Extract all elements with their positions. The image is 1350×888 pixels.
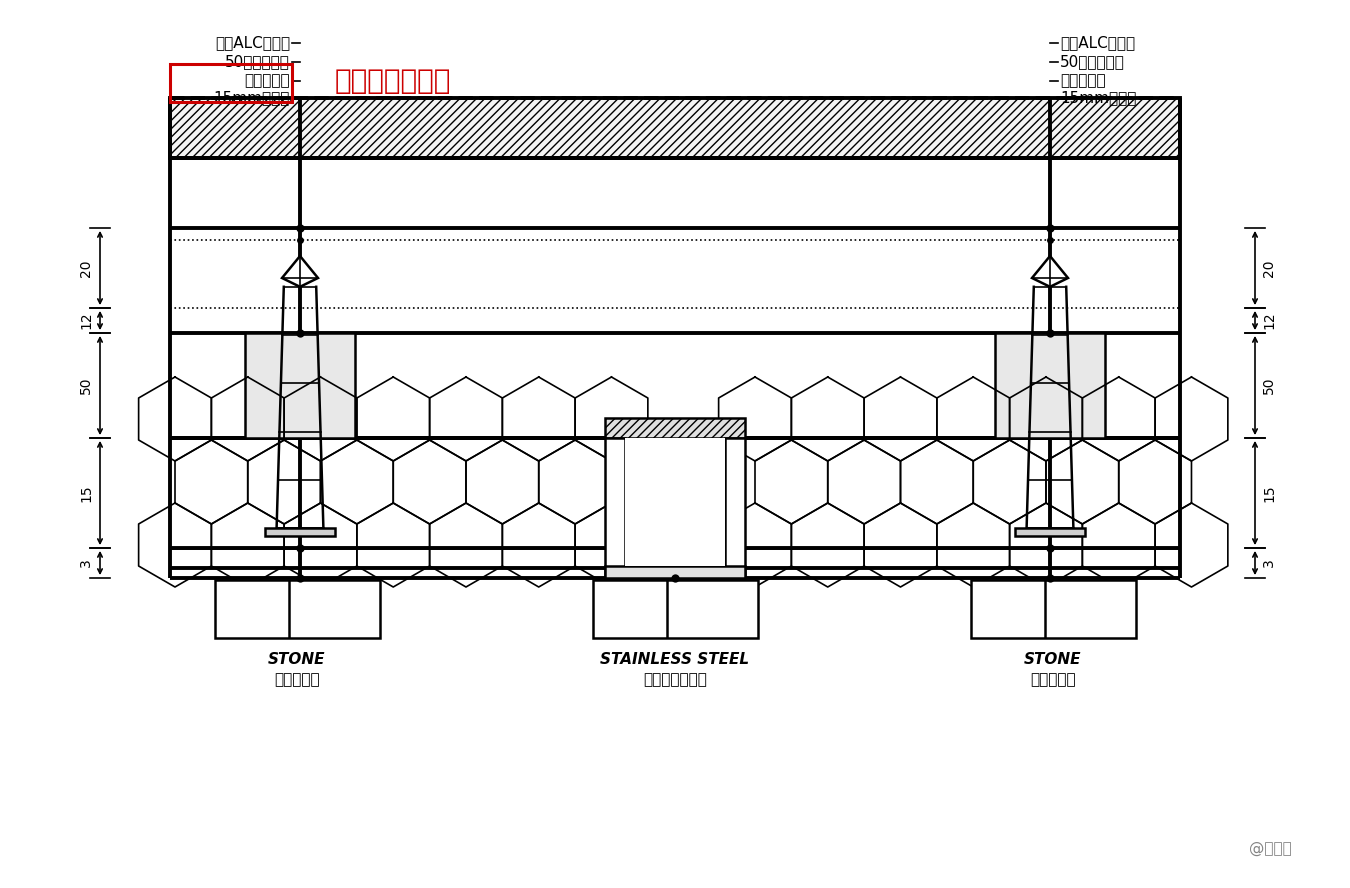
Bar bbox=[971, 580, 1135, 638]
Text: Ø7: Ø7 bbox=[1076, 599, 1106, 619]
Bar bbox=[725, 438, 745, 578]
Text: 50系列剪龙骨: 50系列剪龙骨 bbox=[1060, 54, 1125, 69]
Text: 50: 50 bbox=[80, 377, 93, 394]
Text: 雪花白岐板: 雪花白岐板 bbox=[274, 672, 320, 687]
Text: 15: 15 bbox=[1262, 484, 1276, 502]
Text: 15mm蜂窝板: 15mm蜂窝板 bbox=[213, 91, 290, 106]
Text: 12: 12 bbox=[1262, 312, 1276, 329]
Text: 金属干挂件: 金属干挂件 bbox=[1060, 74, 1106, 89]
Text: SS: SS bbox=[617, 599, 644, 619]
Text: ST: ST bbox=[239, 599, 266, 619]
Text: 铝蜂窝复合岐板: 铝蜂窝复合岐板 bbox=[335, 67, 451, 95]
Text: 15: 15 bbox=[80, 484, 93, 502]
Text: STONE: STONE bbox=[1025, 653, 1081, 668]
Bar bbox=[244, 333, 355, 438]
Text: Ø1: Ø1 bbox=[698, 599, 728, 619]
Text: 12: 12 bbox=[80, 312, 93, 329]
Bar bbox=[170, 98, 1180, 158]
Polygon shape bbox=[282, 256, 319, 287]
Text: @硕硕通: @硕硕通 bbox=[1249, 841, 1292, 855]
Bar bbox=[593, 580, 757, 638]
Text: 20: 20 bbox=[1262, 259, 1276, 277]
Text: 黑钓拉丝不锈锂: 黑钓拉丝不锈锂 bbox=[643, 672, 707, 687]
Text: 5: 5 bbox=[671, 569, 679, 582]
Text: 3: 3 bbox=[80, 559, 93, 567]
Bar bbox=[170, 64, 292, 102]
Bar bbox=[1015, 528, 1085, 536]
Bar bbox=[605, 418, 745, 438]
Text: Ø7: Ø7 bbox=[320, 599, 350, 619]
Text: STONE: STONE bbox=[269, 653, 325, 668]
Text: 50: 50 bbox=[1262, 377, 1276, 394]
Text: 金属干挂件: 金属干挂件 bbox=[244, 74, 290, 89]
Text: 土建ALC板隔墙: 土建ALC板隔墙 bbox=[1060, 36, 1135, 51]
Bar bbox=[995, 333, 1106, 438]
Bar bbox=[605, 566, 745, 578]
Polygon shape bbox=[1031, 256, 1068, 287]
Text: 雪花白岐板: 雪花白岐板 bbox=[1030, 672, 1076, 687]
Text: ST: ST bbox=[995, 599, 1022, 619]
Bar bbox=[605, 438, 625, 578]
Text: 20: 20 bbox=[80, 259, 93, 277]
Text: 50系列剪龙骨: 50系列剪龙骨 bbox=[225, 54, 290, 69]
Bar bbox=[215, 580, 379, 638]
Text: 15mm蜂窝板: 15mm蜂窝板 bbox=[1060, 91, 1137, 106]
Text: STAINLESS STEEL: STAINLESS STEEL bbox=[601, 653, 749, 668]
Bar bbox=[625, 438, 725, 566]
Text: 土建ALC板隔墙: 土建ALC板隔墙 bbox=[215, 36, 290, 51]
Bar bbox=[265, 528, 335, 536]
Text: 3: 3 bbox=[1262, 559, 1276, 567]
